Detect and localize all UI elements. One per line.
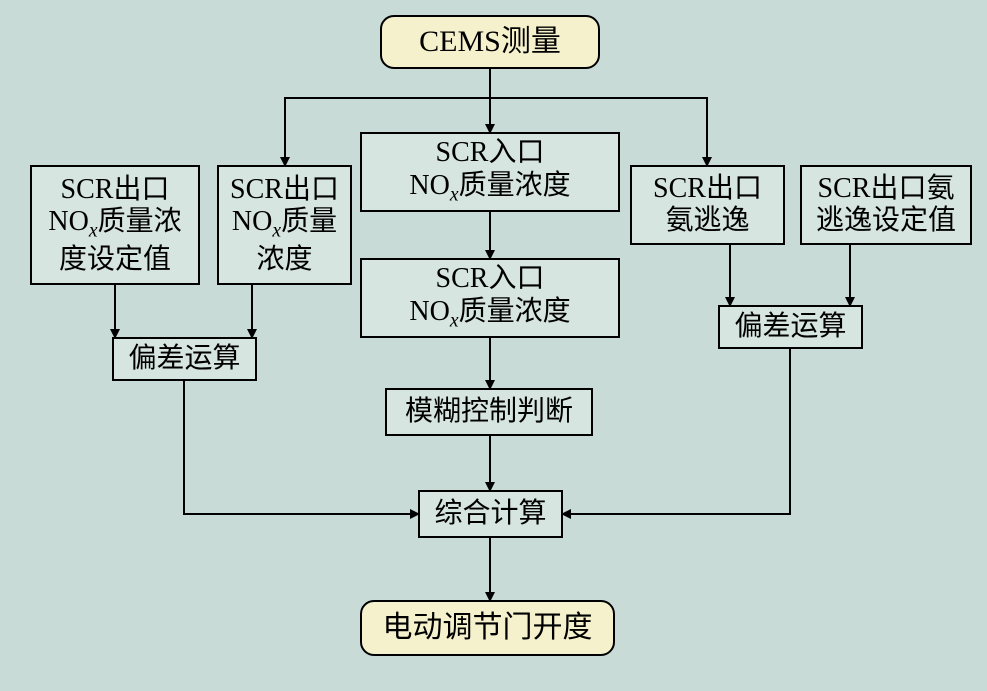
node-label: 综合计算 (434, 498, 546, 530)
node-label: SCR出口NOx质量浓度 (230, 174, 339, 276)
node-label: SCR出口NOx质量浓度设定值 (48, 174, 181, 276)
node-dev1: 偏差运算 (112, 337, 257, 381)
node-integrate: 综合计算 (418, 490, 563, 538)
node-label: SCR入口NOx质量浓度 (409, 263, 570, 332)
node-label: 偏差运算 (128, 343, 240, 375)
node-nh3-set: SCR出口氨逃逸设定值 (800, 165, 972, 245)
node-dev2: 偏差运算 (718, 305, 863, 349)
node-fuzzy: 模糊控制判断 (385, 388, 593, 436)
node-scr-out-set: SCR出口NOx质量浓度设定值 (30, 165, 200, 285)
node-scr-out: SCR出口NOx质量浓度 (217, 165, 352, 285)
node-label: 电动调节门开度 (383, 611, 593, 646)
node-nh3-escape: SCR出口氨逃逸 (630, 165, 785, 245)
node-label: SCR入口NOx质量浓度 (409, 137, 570, 206)
node-label: CEMS测量 (419, 25, 561, 60)
node-label: SCR出口氨逃逸设定值 (816, 173, 956, 237)
node-label: 模糊控制判断 (405, 396, 573, 428)
node-label: SCR出口氨逃逸 (653, 173, 762, 237)
flowchart-canvas: CEMS测量 SCR入口NOx质量浓度 SCR出口NOx质量浓度设定值 SCR出… (0, 0, 987, 691)
node-scr-in2: SCR入口NOx质量浓度 (360, 258, 620, 338)
node-cems: CEMS测量 (380, 15, 600, 69)
node-scr-in1: SCR入口NOx质量浓度 (360, 132, 620, 212)
node-output: 电动调节门开度 (360, 600, 615, 656)
node-label: 偏差运算 (734, 311, 846, 343)
